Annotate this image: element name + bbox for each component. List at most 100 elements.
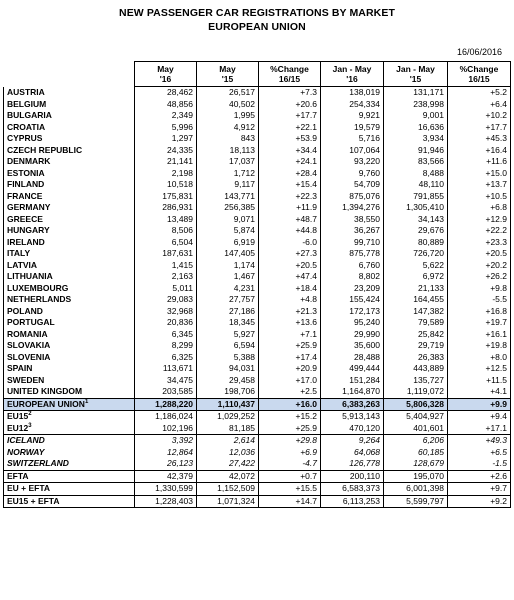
value-cell: +48.7 [258,213,321,225]
value-cell: +49.3 [447,434,511,447]
value-cell: 26,517 [196,86,259,99]
table-row: ROMANIA 6,345 5,927 +7.1 29,990 25,842 +16.1 [3,328,511,340]
value-cell: 875,076 [320,190,384,202]
value-cell: +10.5 [447,190,511,202]
value-cell: 64,068 [320,446,384,458]
value-cell: +14.7 [258,494,321,508]
value-cell: 27,422 [196,458,259,470]
value-cell: 36,267 [320,225,384,237]
value-cell: 5,806,328 [383,397,448,411]
country-cell: EU152 [3,410,135,423]
value-cell: 99,710 [320,236,384,248]
value-cell: +11.9 [258,202,321,214]
country-cell: HUNGARY [3,225,135,237]
table-row: IRELAND 6,504 6,919 -6.0 99,710 80,889 +23.3 [3,236,511,248]
value-cell: +4.8 [258,294,321,306]
value-cell: 95,240 [320,317,384,329]
table-row: EU15 + EFTA 1,228,403 1,071,324 +14.7 6,113,… [3,494,511,508]
value-cell: 286,931 [134,202,197,214]
table-row: ICELAND 3,392 2,614 +29.8 9,264 6,206 +49.3 [3,434,511,447]
value-cell: 1,467 [196,271,259,283]
value-cell: +12.9 [447,213,511,225]
value-cell: +16.4 [447,144,511,156]
value-cell: 5,622 [383,259,448,271]
country-cell: SLOVAKIA [3,340,135,352]
table-row: CYPRUS 1,297 843 +53.9 5,716 3,934 +45.3 [3,133,511,145]
value-cell: 131,171 [383,86,448,99]
value-cell: 164,455 [383,294,448,306]
value-cell: 1,330,599 [134,482,197,495]
country-cell: AUSTRIA [3,86,135,99]
value-cell: 13,489 [134,213,197,225]
value-cell: +22.3 [258,190,321,202]
value-cell: 81,185 [196,422,259,435]
value-cell: 2,349 [134,110,197,122]
value-cell: 151,284 [320,374,384,386]
table-row: FINLAND 10,518 9,117 +15.4 54,709 48,110 +13.7 [3,179,511,191]
table-row: SLOVAKIA 8,299 6,594 +25.9 35,600 29,719 +19.8 [3,340,511,352]
value-cell: 1,110,437 [196,397,259,411]
table-row: CZECH REPUBLIC 24,335 18,113 +34.4 107,064 91… [3,144,511,156]
value-cell: 8,802 [320,271,384,283]
report-subtitle: EUROPEAN UNION [208,21,306,33]
value-cell: 128,679 [383,458,448,470]
header-blank [4,62,135,87]
value-cell: +6.8 [447,202,511,214]
value-cell: +9.9 [447,397,511,411]
value-cell: 83,566 [383,156,448,168]
value-cell: 195,070 [383,469,448,483]
value-cell: 40,502 [196,98,259,110]
value-cell: 1,995 [196,110,259,122]
value-cell: 28,488 [320,351,384,363]
value-cell: 60,185 [383,446,448,458]
value-cell: 1,164,870 [320,386,384,398]
value-cell: +7.1 [258,328,321,340]
value-cell: +17.7 [447,121,511,133]
value-cell: +17.1 [447,422,511,435]
country-cell: BELGIUM [3,98,135,110]
value-cell: +10.2 [447,110,511,122]
value-cell: 19,579 [320,121,384,133]
header-may-15: May '15 [196,61,259,87]
table-row: AUSTRIA 28,462 26,517 +7.3 138,019 131,171 +5.… [3,86,511,99]
table-row: FRANCE 175,831 143,771 +22.3 875,076 791,855 +… [3,190,511,202]
country-cell: SLOVENIA [3,351,135,363]
value-cell: +15.5 [258,482,321,495]
value-cell: +4.1 [447,386,511,398]
value-cell: +12.5 [447,363,511,375]
value-cell: +0.7 [258,469,321,483]
table-row: EU + EFTA 1,330,599 1,152,509 +15.5 6,583,37… [3,482,511,495]
value-cell: 238,998 [383,98,448,110]
table-row: HUNGARY 8,506 5,874 +44.8 36,267 29,676 +22.2 [3,225,511,237]
value-cell: 9,921 [320,110,384,122]
table-row: EU123 102,196 81,185 +25.9 470,120 401,601 +17… [3,422,511,435]
value-cell: 726,720 [383,248,448,260]
value-cell: +15.0 [447,167,511,179]
value-cell: 1,228,403 [134,494,197,508]
value-cell: 147,405 [196,248,259,260]
value-cell: 401,601 [383,422,448,435]
table-row: UNITED KINGDOM 203,585 198,706 +2.5 1,164,87… [3,386,511,398]
value-cell: 48,110 [383,179,448,191]
value-cell: 5,913,143 [320,410,384,423]
table-row: ITALY 187,631 147,405 +27.3 875,778 726,720 +2… [3,248,511,260]
value-cell: 203,585 [134,386,197,398]
value-cell: 138,019 [320,86,384,99]
value-cell: +22.1 [258,121,321,133]
value-cell: 1,712 [196,167,259,179]
value-cell: 21,141 [134,156,197,168]
value-cell: 9,071 [196,213,259,225]
value-cell: 6,583,373 [320,482,384,495]
country-cell: PORTUGAL [3,317,135,329]
value-cell: 1,394,276 [320,202,384,214]
value-cell: 29,719 [383,340,448,352]
country-cell: FRANCE [3,190,135,202]
value-cell: +6.5 [447,446,511,458]
value-cell: +6.4 [447,98,511,110]
value-cell: 5,011 [134,282,197,294]
value-cell: +9.7 [447,482,511,495]
country-cell: LUXEMBOURG [3,282,135,294]
value-cell: +20.9 [258,363,321,375]
table-row: EUROPEAN UNION1 1,288,220 1,110,437 +16.0 6,… [3,397,511,411]
table-row: ESTONIA 2,198 1,712 +28.4 9,760 8,488 +15.0 [3,167,511,179]
